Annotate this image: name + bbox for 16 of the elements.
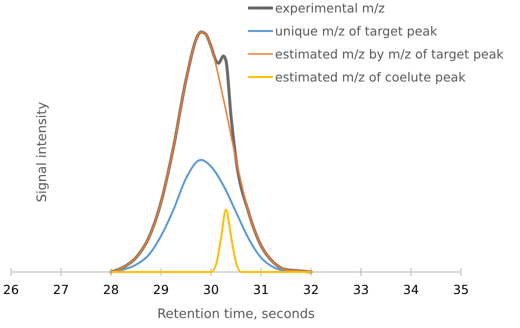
x-tick-label: 34 [403, 282, 419, 297]
x-tick-label: 27 [53, 282, 69, 297]
y-axis-title: Signal intensity [35, 101, 50, 202]
x-tick-label: 35 [453, 282, 469, 297]
x-tick-label: 33 [353, 282, 369, 297]
x-tick-label: 29 [153, 282, 169, 297]
x-tick-label: 26 [3, 282, 19, 297]
legend-label: experimental m/z [275, 0, 386, 16]
legend-label: estimated m/z by m/z of target peak [275, 46, 504, 62]
x-tick-label: 31 [253, 282, 269, 297]
x-tick-label: 30 [203, 282, 219, 297]
x-tick-label: 28 [103, 282, 119, 297]
legend-label: estimated m/z of coelute peak [275, 70, 466, 84]
x-tick-label: 32 [303, 282, 319, 297]
x-axis-title: Retention time, seconds [157, 307, 316, 322]
legend-label: unique m/z of target peak [275, 24, 438, 38]
